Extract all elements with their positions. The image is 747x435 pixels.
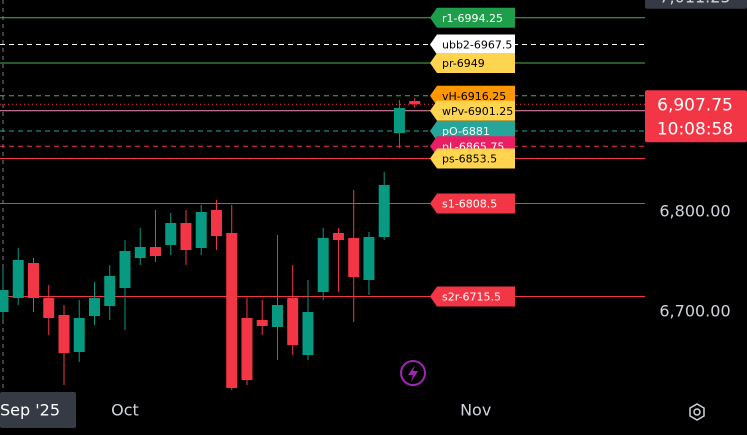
countdown-label: 10:08:58 [657,119,733,139]
x-tick-label: Nov [460,401,491,420]
level-label-text: s1-6808.5 [442,198,497,211]
replay-button[interactable] [400,360,426,386]
candle-body [88,298,100,316]
y-tick-label: 6,800.00 [659,202,730,221]
level-label: wPv-6901.25 [430,100,515,121]
level-label-text: pO-6881 [442,125,490,138]
candle-body [27,263,39,298]
level-label: r1-6994.25 [430,7,515,28]
candle-body [317,238,329,292]
candle-body [195,212,207,248]
candle-body [58,315,70,353]
level-label-text: pr-6949 [442,57,485,70]
level-label-box [430,193,515,214]
settings-icon[interactable] [689,403,705,421]
level-label-text: vH-6916.25 [442,90,506,103]
candle-body [332,233,344,240]
level-label-box [430,34,515,55]
level-label-text: ps-6853.5 [442,153,497,166]
candle-body [119,251,131,288]
level-label: ps-6853.5 [430,148,515,169]
candle-body [348,238,360,277]
level-label-text: wPv-6901.25 [442,105,513,118]
candle-body [0,290,9,312]
candle-body [226,233,238,388]
level-label-box [430,100,515,121]
candle-body [393,108,405,133]
candle-body [287,298,299,345]
top-price-box [645,0,747,9]
candle-body [134,247,146,258]
top-price-label: 7,011.25 [659,0,730,6]
candle-body [149,247,161,256]
level-label-text: s2r-6715.5 [442,291,501,304]
level-label-box [430,121,515,141]
candle-body [104,276,116,306]
level-label-box [430,7,515,28]
last-price-label: 6,907.75 [657,95,733,115]
level-label: s1-6808.5 [430,193,515,214]
x-tick-label: Oct [111,401,139,420]
level-label-text: r1-6994.25 [442,12,503,25]
candle-body [241,318,253,380]
crosshair-time-label: Sep '25 [0,401,60,420]
candle-body [165,223,177,245]
candle-body [363,237,375,280]
candle-body [271,305,283,327]
plot [0,0,645,390]
candle-body [73,318,85,352]
candle-body [409,101,421,105]
candle-body [378,185,390,237]
candle-body [256,320,268,326]
level-label-box [430,286,515,307]
level-label: s2r-6715.5 [430,286,515,307]
y-tick-label: 6,700.00 [659,302,730,321]
crosshair-time-box [0,392,76,428]
candle-body [302,312,314,355]
candle-body [210,210,222,236]
level-label: pO-6881 [430,121,515,141]
level-label-box [430,53,515,73]
level-label: pr-6949 [430,53,515,73]
level-label-text: ubb2-6967.5 [442,39,512,52]
candle-body [180,223,192,250]
candle-body [43,298,55,318]
level-label: ubb2-6967.5 [430,34,515,55]
last-price-box [645,90,747,143]
candle-body [12,260,24,298]
level-label-box [430,148,515,169]
